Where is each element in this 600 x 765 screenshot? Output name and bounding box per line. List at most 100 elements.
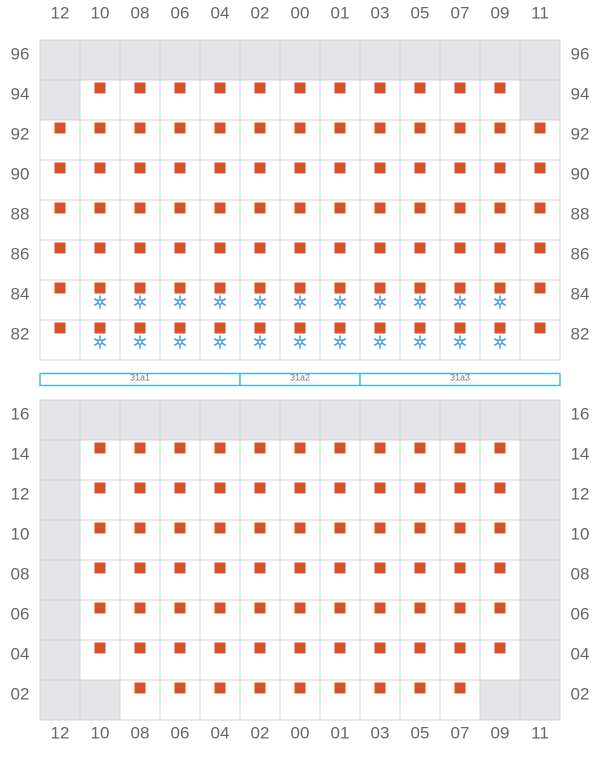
- section-label: 31a3: [450, 372, 470, 382]
- occupied-marker: [254, 602, 266, 614]
- column-label: 00: [291, 3, 310, 22]
- occupied-marker: [134, 322, 146, 334]
- occupied-marker: [334, 442, 346, 454]
- occupied-marker: [294, 162, 306, 174]
- snowflake-icon: [254, 295, 266, 309]
- occupied-marker: [294, 322, 306, 334]
- row-label: 90: [11, 164, 30, 183]
- slot[interactable]: [519, 159, 561, 201]
- slot: [439, 39, 481, 81]
- slot: [319, 39, 361, 81]
- snowflake-icon: [174, 335, 186, 349]
- occupied-marker: [374, 682, 386, 694]
- row-label: 14: [11, 444, 30, 463]
- snowflake-icon: [214, 295, 226, 309]
- occupied-marker: [174, 202, 186, 214]
- column-label: 11: [531, 3, 549, 22]
- snowflake-icon: [134, 335, 146, 349]
- occupied-marker: [454, 322, 466, 334]
- row-label: 88: [571, 204, 590, 223]
- slot: [39, 479, 81, 521]
- slot: [519, 559, 561, 601]
- row-label: 94: [571, 84, 590, 103]
- slot: [39, 399, 81, 441]
- occupied-marker: [454, 522, 466, 534]
- occupied-marker: [294, 202, 306, 214]
- occupied-marker: [134, 162, 146, 174]
- row-label: 10: [571, 524, 590, 543]
- occupied-marker: [334, 162, 346, 174]
- slot: [359, 399, 401, 441]
- occupied-marker: [134, 242, 146, 254]
- row-label: 82: [571, 324, 590, 343]
- section-bar[interactable]: [359, 372, 561, 387]
- occupied-marker: [294, 442, 306, 454]
- occupied-marker: [374, 202, 386, 214]
- snowflake-icon: [134, 295, 146, 309]
- row-label: 04: [571, 644, 590, 663]
- row-label: 10: [11, 524, 30, 543]
- occupied-marker: [294, 482, 306, 494]
- slot[interactable]: [239, 119, 281, 161]
- snowflake-icon: [374, 295, 386, 309]
- occupied-marker: [174, 82, 186, 94]
- occupied-marker: [374, 602, 386, 614]
- row-label: 14: [571, 444, 590, 463]
- row-label: 92: [571, 124, 590, 143]
- column-label: 00: [291, 723, 310, 742]
- occupied-marker: [254, 562, 266, 574]
- column-label: 07: [451, 723, 470, 742]
- row-label: 12: [11, 484, 30, 503]
- occupied-marker: [294, 82, 306, 94]
- slot: [159, 39, 201, 81]
- slot[interactable]: [39, 279, 81, 321]
- slot: [39, 39, 81, 81]
- row-label: 86: [11, 244, 30, 263]
- occupied-marker: [254, 282, 266, 294]
- occupied-marker: [134, 682, 146, 694]
- occupied-marker: [254, 522, 266, 534]
- row-label: 82: [11, 324, 30, 343]
- slot[interactable]: [279, 159, 321, 201]
- occupied-marker: [214, 202, 226, 214]
- occupied-marker: [454, 282, 466, 294]
- row-label: 84: [571, 284, 590, 303]
- occupied-marker: [294, 282, 306, 294]
- occupied-marker: [254, 122, 266, 134]
- occupied-marker: [294, 122, 306, 134]
- column-label: 03: [371, 3, 390, 22]
- column-label: 12: [51, 3, 70, 22]
- row-label: 16: [11, 404, 30, 423]
- occupied-marker: [534, 122, 546, 134]
- slot: [119, 399, 161, 441]
- slot: [39, 639, 81, 681]
- row-label: 96: [11, 44, 30, 63]
- column-label: 09: [491, 3, 510, 22]
- occupied-marker: [454, 442, 466, 454]
- row-label: 84: [11, 284, 30, 303]
- occupied-marker: [174, 162, 186, 174]
- occupied-marker: [414, 602, 426, 614]
- slot: [79, 39, 121, 81]
- snowflake-icon: [94, 295, 106, 309]
- occupied-marker: [374, 162, 386, 174]
- occupied-marker: [414, 442, 426, 454]
- occupied-marker: [414, 282, 426, 294]
- row-label: 08: [11, 564, 30, 583]
- slot: [479, 399, 521, 441]
- occupied-marker: [454, 202, 466, 214]
- slot: [519, 639, 561, 681]
- occupied-marker: [414, 202, 426, 214]
- occupied-marker: [214, 562, 226, 574]
- row-label: 08: [571, 564, 590, 583]
- occupied-marker: [94, 322, 106, 334]
- occupied-marker: [534, 322, 546, 334]
- column-label: 10: [91, 3, 110, 22]
- occupied-marker: [374, 82, 386, 94]
- occupied-marker: [494, 322, 506, 334]
- occupied-marker: [534, 242, 546, 254]
- snowflake-icon: [494, 295, 506, 309]
- occupied-marker: [534, 282, 546, 294]
- slot: [39, 599, 81, 641]
- slot: [519, 399, 561, 441]
